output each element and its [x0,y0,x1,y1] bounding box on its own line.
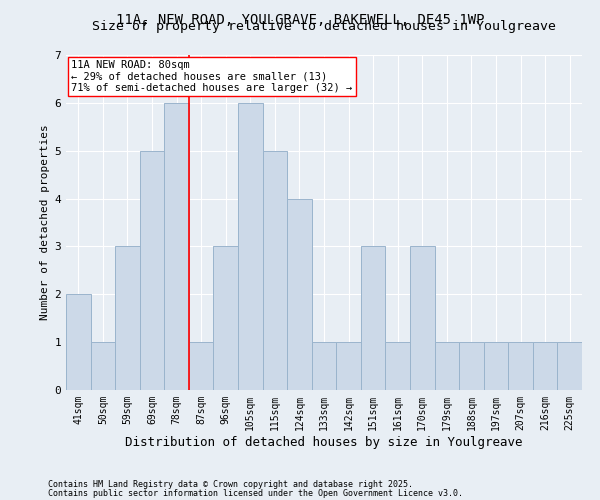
Bar [287,198,312,390]
Bar [140,150,164,390]
Y-axis label: Number of detached properties: Number of detached properties [40,124,50,320]
Text: Contains public sector information licensed under the Open Government Licence v3: Contains public sector information licen… [48,488,463,498]
Bar [385,342,410,390]
Bar [214,246,238,390]
Text: 11A NEW ROAD: 80sqm
← 29% of detached houses are smaller (13)
71% of semi-detach: 11A NEW ROAD: 80sqm ← 29% of detached ho… [71,60,352,93]
Bar [434,342,459,390]
Bar [410,246,434,390]
Bar [484,342,508,390]
Bar [557,342,582,390]
Bar [533,342,557,390]
Title: Size of property relative to detached houses in Youlgreave: Size of property relative to detached ho… [92,20,556,33]
Text: Contains HM Land Registry data © Crown copyright and database right 2025.: Contains HM Land Registry data © Crown c… [48,480,413,489]
X-axis label: Distribution of detached houses by size in Youlgreave: Distribution of detached houses by size … [125,436,523,448]
Bar [312,342,336,390]
Bar [459,342,484,390]
Bar [336,342,361,390]
Bar [263,150,287,390]
Bar [164,103,189,390]
Bar [91,342,115,390]
Bar [115,246,140,390]
Bar [238,103,263,390]
Bar [361,246,385,390]
Bar [189,342,214,390]
Text: 11A, NEW ROAD, YOULGRAVE, BAKEWELL, DE45 1WP: 11A, NEW ROAD, YOULGRAVE, BAKEWELL, DE45… [116,12,484,26]
Bar [508,342,533,390]
Bar [66,294,91,390]
